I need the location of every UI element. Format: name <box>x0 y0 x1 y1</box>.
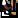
Text: $\sin^2\theta_{12}$: $\sin^2\theta_{12}$ <box>8 0 18 18</box>
Text: $\delta_{CP}/\pi$: $\delta_{CP}/\pi$ <box>8 0 18 17</box>
Text: Hyper-K: Hyper-K <box>8 0 18 17</box>
Text: DUNE: DUNE <box>7 0 18 16</box>
Bar <box>6 1 8 2</box>
Bar <box>7 2 9 3</box>
Text: $\sin^2\theta_{23}$: $\sin^2\theta_{23}$ <box>8 0 18 18</box>
Text: CKM
error
sizes: CKM error sizes <box>0 0 18 18</box>
Bar <box>7 3 11 4</box>
Text: $\sin^2\theta_{13}(\times10)$: $\sin^2\theta_{13}(\times10)$ <box>8 0 18 18</box>
Text: JUNO: JUNO <box>6 0 18 14</box>
